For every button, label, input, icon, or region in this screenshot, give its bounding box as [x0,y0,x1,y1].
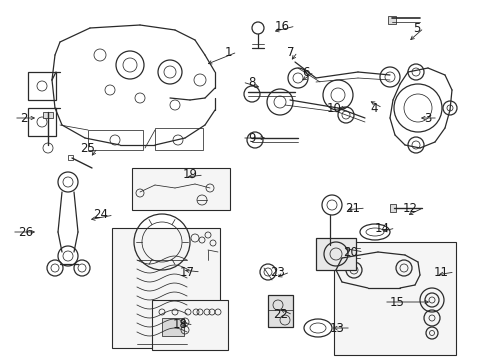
Bar [155,128,203,150]
Text: 13: 13 [329,321,345,334]
Bar [152,300,227,350]
Text: 11: 11 [433,266,448,279]
Text: 16: 16 [274,19,289,32]
Text: 9: 9 [247,131,255,144]
Bar [43,112,53,118]
Bar [333,242,455,355]
Bar [28,108,56,136]
Text: 15: 15 [389,296,404,309]
Text: 18: 18 [173,319,187,332]
Text: 14: 14 [374,221,389,234]
Text: 23: 23 [269,266,285,279]
Text: 20: 20 [343,246,357,258]
Text: 17: 17 [180,266,195,279]
Bar [68,155,73,160]
Text: 12: 12 [402,202,417,215]
Bar [162,318,183,336]
Bar [132,168,229,210]
Bar [389,204,395,212]
Bar [267,295,292,327]
Text: 24: 24 [93,208,108,221]
Text: 8: 8 [247,76,255,89]
Circle shape [244,86,260,102]
Text: 4: 4 [370,102,377,114]
Text: 7: 7 [287,45,294,58]
Text: 25: 25 [80,141,95,154]
Bar [88,130,142,150]
Bar [387,16,395,24]
Text: 2: 2 [20,112,27,125]
Text: 21: 21 [345,202,359,215]
Bar [28,72,56,100]
Text: 19: 19 [183,168,198,181]
Text: 5: 5 [412,22,419,35]
Text: 3: 3 [424,112,431,125]
Text: 6: 6 [302,66,309,78]
Bar [315,238,355,270]
Text: 1: 1 [224,45,231,58]
Text: 22: 22 [272,309,287,321]
Circle shape [246,132,263,148]
Text: 26: 26 [18,225,33,238]
Text: 10: 10 [326,102,341,114]
Bar [112,228,220,348]
